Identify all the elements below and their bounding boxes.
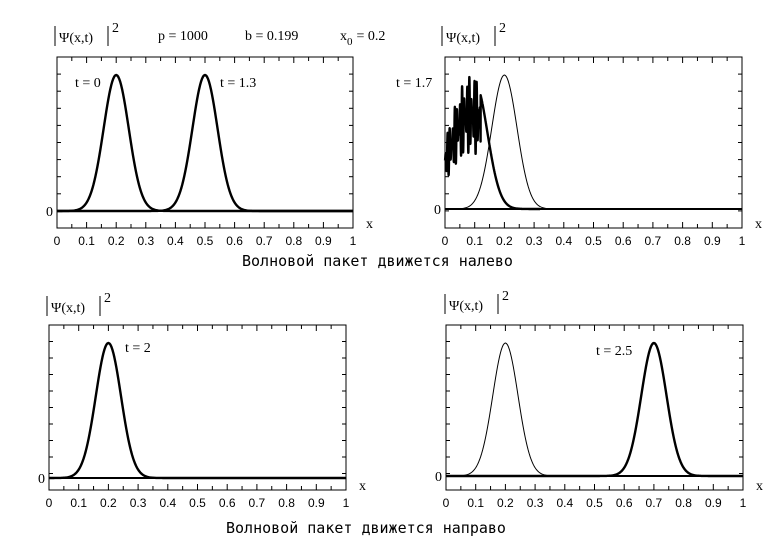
x-tick-label: 0.3 [130,496,147,510]
x-tick-label: 0.2 [100,496,117,510]
series-label: t = 1.7 [396,76,432,91]
x-tick-label: 0.9 [308,496,325,510]
y-axis-label-text: Ψ(x,t) [59,31,93,46]
x-tick-label: 1 [343,496,350,510]
zero-label: 0 [46,205,53,220]
y-axis-label: Ψ(x,t) 2 [46,291,111,316]
y-axis-label: Ψ(x,t) 2 [444,289,509,314]
series-line [445,74,742,210]
caption-left-moving: Волновой пакет движется налево [242,252,513,270]
panel-top-right: 0 0.1 0.2 0.3 0.4 0.5 0.6 0.7 0.8 0.9 1x 0 Ψ(x,t) 2 t … [396,21,762,248]
x-tick-label: 0.6 [615,234,632,248]
x-tick-label: 0 [443,496,450,510]
y-axis-label-text: Ψ(x,t) [446,31,480,46]
x-tick-label: 0.3 [526,234,543,248]
y-axis-label: Ψ(x,t) 2 [54,21,119,46]
param-x0: x0 = 0.2 [340,29,385,48]
y-axis-label-power: 2 [502,289,509,304]
x-tick-label: 0.7 [645,234,662,248]
x-tick-label: 0.3 [137,234,154,248]
x-tick-label: 1 [740,496,747,510]
x-tick-label: 0.4 [159,496,176,510]
y-axis-label-power: 2 [104,291,111,306]
y-axis-label: Ψ(x,t) 2 [441,21,506,46]
series-line [56,73,354,213]
x-tick-label: 0.9 [315,234,332,248]
panel-bottom-right: 0 0.1 0.2 0.3 0.4 0.5 0.6 0.7 0.8 0.9 1x 0 Ψ(x,t) 2 t … [435,289,763,510]
x-tick-label: 0.2 [108,234,125,248]
caption-right-moving: Волновой пакет движется направо [226,519,506,537]
x-axis-label: x [359,479,366,494]
x-tick-label: 0.8 [285,234,302,248]
x-tick-label: 0.8 [278,496,295,510]
x-tick-label: 0.3 [527,496,544,510]
series-line [445,341,744,478]
x-axis-label: x [756,479,763,494]
x-tick-label: 0.2 [497,496,514,510]
x-tick-label: 0.5 [585,234,602,248]
x-tick-label: 0.1 [70,496,87,510]
x-tick-label: 1 [739,234,746,248]
x-tick-label: 0.6 [616,496,633,510]
x-tick-label: 0.5 [189,496,206,510]
y-axis-label-text: Ψ(x,t) [449,299,483,314]
y-axis-label-power: 2 [499,21,506,36]
x-tick-label: 0.1 [78,234,95,248]
series-line [48,341,347,480]
zero-label: 0 [435,470,442,485]
x-tick-label: 0 [442,234,449,248]
y-axis-label-text: Ψ(x,t) [51,301,85,316]
x-tick-label: 0.1 [467,496,484,510]
series-label: t = 2 [125,341,151,356]
x-tick-label: 0.9 [705,496,722,510]
x-tick-label: 0.8 [675,496,692,510]
zero-label: 0 [434,203,441,218]
y-axis-label-power: 2 [112,21,119,36]
x-tick-label: 0.6 [226,234,243,248]
param-p: p = 1000 [158,29,208,44]
x-tick-label: 0.2 [496,234,513,248]
x-tick-label: 0.8 [674,234,691,248]
param-b: b = 0.199 [245,29,298,44]
x-tick-label: 0 [54,234,61,248]
x-tick-label: 0.4 [556,496,573,510]
x-tick-label: 0.7 [256,234,273,248]
panel-top-left: 0 0.1 0.2 0.3 0.4 0.5 0.6 0.7 0.8 0.9 1x 0 Ψ(x,t) 2 t … [46,21,373,248]
x-tick-label: 0.7 [249,496,266,510]
x-tick-label: 0.6 [219,496,236,510]
x-tick-label: 0.5 [586,496,603,510]
x-tick-label: 0.5 [197,234,214,248]
series-label: t = 2.5 [596,344,632,359]
panel-bottom-left: 0 0.1 0.2 0.3 0.4 0.5 0.6 0.7 0.8 0.9 1x 0 Ψ(x,t) 2 t … [38,291,366,510]
series-label: t = 0 [75,76,101,91]
x-axis-label: x [366,217,373,232]
series-line [56,73,354,213]
x-tick-label: 0.9 [704,234,721,248]
zero-label: 0 [38,472,45,487]
x-axis-label: x [755,217,762,232]
x-tick-label: 0.1 [466,234,483,248]
x-tick-label: 0.7 [646,496,663,510]
series-line-noisy [443,75,541,211]
x-tick-label: 0.4 [167,234,184,248]
x-tick-label: 0 [46,496,53,510]
series-label: t = 1.3 [220,76,256,91]
x-tick-label: 0.4 [555,234,572,248]
x-tick-label: 1 [350,234,357,248]
series-line [446,342,743,477]
